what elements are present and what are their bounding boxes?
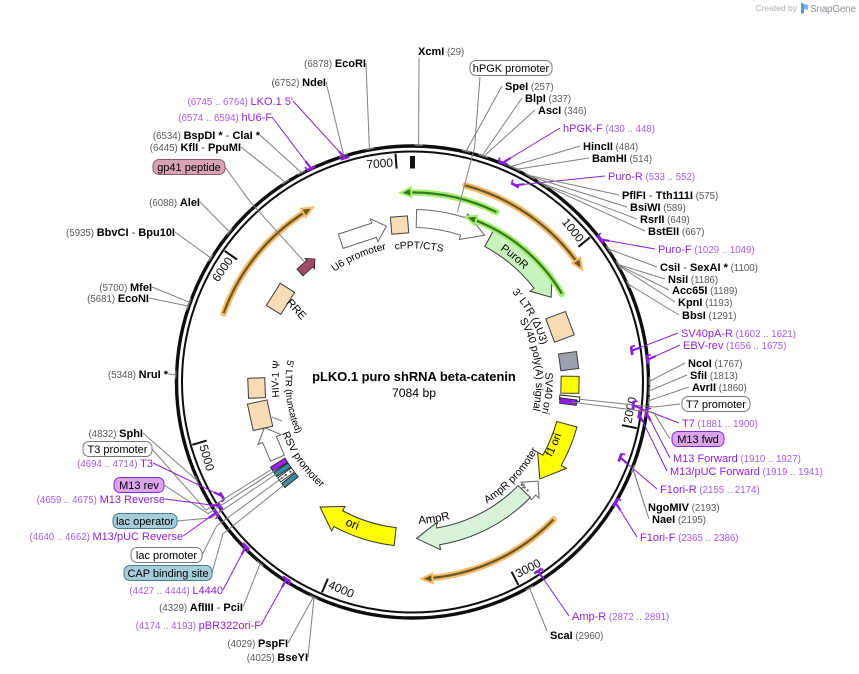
svg-text:EBV-rev (1656 .. 1675): EBV-rev (1656 .. 1675): [683, 340, 786, 352]
svg-text:T7 (1881 .. 1900): T7 (1881 .. 1900): [682, 418, 758, 430]
svg-text:7084 bp: 7084 bp: [392, 386, 436, 400]
svg-text:(4659 .. 4675) M13 Reverse: (4659 .. 4675) M13 Reverse: [37, 494, 165, 506]
svg-text:lac promoter: lac promoter: [136, 550, 197, 562]
svg-text:hPGK promoter: hPGK promoter: [473, 63, 550, 75]
svg-text:lac operator: lac operator: [116, 516, 174, 528]
svg-text:ori: ori: [344, 515, 361, 533]
svg-text:NgoMIV (2193): NgoMIV (2193): [648, 502, 720, 514]
svg-text:BbsI (1291): BbsI (1291): [682, 310, 737, 322]
svg-text:Amp-R (2872 .. 2891): Amp-R (2872 .. 2891): [572, 611, 669, 623]
svg-text:SnapGene: SnapGene: [810, 4, 856, 15]
svg-text:(6752) NdeI: (6752) NdeI: [271, 77, 326, 89]
svg-text:KpnI (1193): KpnI (1193): [678, 297, 732, 309]
svg-text:F1ori-F (2365 .. 2386): F1ori-F (2365 .. 2386): [640, 532, 738, 544]
svg-text:AmpR: AmpR: [418, 510, 451, 527]
svg-text:gp41 peptide: gp41 peptide: [157, 162, 221, 174]
svg-text:Puro-R (533 .. 552): Puro-R (533 .. 552): [608, 171, 695, 183]
svg-text:ScaI (2960): ScaI (2960): [550, 630, 603, 642]
svg-text:(4640 .. 4662) M13/pUC Revers: (4640 .. 4662) M13/pUC Reverse: [30, 531, 184, 543]
svg-text:AscI (346): AscI (346): [538, 105, 587, 117]
svg-text:(4329) AflIII - PciI: (4329) AflIII - PciI: [159, 602, 243, 614]
svg-text:pLKO.1 puro shRNA beta-catenin: pLKO.1 puro shRNA beta-catenin: [312, 369, 516, 384]
svg-text:(5681) EcoNI: (5681) EcoNI: [87, 293, 149, 305]
svg-text:SpeI (257): SpeI (257): [505, 81, 554, 93]
svg-text:NaeI (2195): NaeI (2195): [652, 514, 706, 526]
svg-text:(4832) SphI: (4832) SphI: [88, 428, 143, 440]
svg-text:T7 promoter: T7 promoter: [686, 399, 746, 411]
svg-text:(5348) NruI *: (5348) NruI *: [108, 369, 169, 381]
svg-text:hPGK-F (430 .. 448): hPGK-F (430 .. 448): [563, 123, 655, 135]
svg-text:F1ori-R (2155 .. 2174): F1ori-R (2155 .. 2174): [660, 484, 760, 496]
svg-text:SV40pA-R (1602 .. 1621): SV40pA-R (1602 .. 1621): [681, 328, 796, 340]
svg-text:XcmI (29): XcmI (29): [418, 46, 464, 58]
svg-text:BsiWI (589): BsiWI (589): [630, 202, 686, 214]
svg-text:SV40 ori: SV40 ori: [539, 372, 555, 415]
svg-text:(4694 .. 4714) T3: (4694 .. 4714) T3: [77, 458, 153, 470]
svg-text:SfiI (1813): SfiI (1813): [690, 370, 738, 382]
svg-text:(6745 .. 6764) LKO.1 5': (6745 .. 6764) LKO.1 5': [188, 96, 293, 108]
svg-text:(5700) MfeI: (5700) MfeI: [99, 282, 152, 294]
svg-text:(6088) AleI: (6088) AleI: [149, 197, 200, 209]
svg-text:M13 fwd: M13 fwd: [677, 434, 719, 446]
svg-text:Puro-F (1029 .. 1049): Puro-F (1029 .. 1049): [658, 244, 755, 256]
svg-text:M13 Forward (1910 .. 1927): M13 Forward (1910 .. 1927): [673, 453, 801, 465]
svg-text:(6445) KflI - PpuMI: (6445) KflI - PpuMI: [150, 142, 241, 154]
svg-text:(4029) PspFI: (4029) PspFI: [227, 638, 288, 650]
svg-text:(5935) BbvCI - Bpu10I: (5935) BbvCI - Bpu10I: [66, 227, 175, 239]
svg-text:AvrII (1860): AvrII (1860): [692, 382, 747, 394]
svg-text:BamHI (514): BamHI (514): [592, 153, 652, 165]
svg-text:M13/pUC Forward (1919 .. 194: M13/pUC Forward (1919 .. 1941): [670, 466, 823, 478]
svg-text:M13 rev: M13 rev: [119, 480, 159, 492]
svg-text:(6534) BspDI * - ClaI *: (6534) BspDI * - ClaI *: [153, 130, 261, 142]
svg-text:(6878) EcoRI: (6878) EcoRI: [304, 58, 366, 70]
svg-text:Acc65I (1189): Acc65I (1189): [672, 285, 737, 297]
svg-text:CAP binding site: CAP binding site: [127, 568, 208, 580]
svg-text:T3 promoter: T3 promoter: [88, 444, 148, 456]
svg-text:NcoI (1767): NcoI (1767): [688, 358, 743, 370]
svg-text:(6574 .. 6594) hU6-F: (6574 .. 6594) hU6-F: [178, 112, 272, 124]
svg-text:HincII (484): HincII (484): [583, 141, 638, 153]
svg-text:PflFI - Tth111I (575): PflFI - Tth111I (575): [622, 190, 718, 202]
svg-text:RsrII (649): RsrII (649): [640, 214, 690, 226]
svg-text:Created by: Created by: [755, 3, 797, 13]
svg-text:(4174 .. 4193) pBR322ori-F: (4174 .. 4193) pBR322ori-F: [136, 620, 262, 632]
svg-text:HIV-1 Ψ: HIV-1 Ψ: [270, 360, 283, 398]
svg-text:7000: 7000: [366, 156, 394, 172]
svg-text:BstEII (667): BstEII (667): [648, 226, 705, 238]
svg-text:(4427 .. 4444) L4440: (4427 .. 4444) L4440: [129, 585, 223, 597]
svg-text:BlpI (337): BlpI (337): [525, 93, 571, 105]
svg-text:(4025) BseYI: (4025) BseYI: [247, 652, 308, 664]
svg-text:CsiI - SexAI * (1100): CsiI - SexAI * (1100): [660, 262, 758, 274]
svg-text:NsiI (1186): NsiI (1186): [668, 274, 718, 286]
